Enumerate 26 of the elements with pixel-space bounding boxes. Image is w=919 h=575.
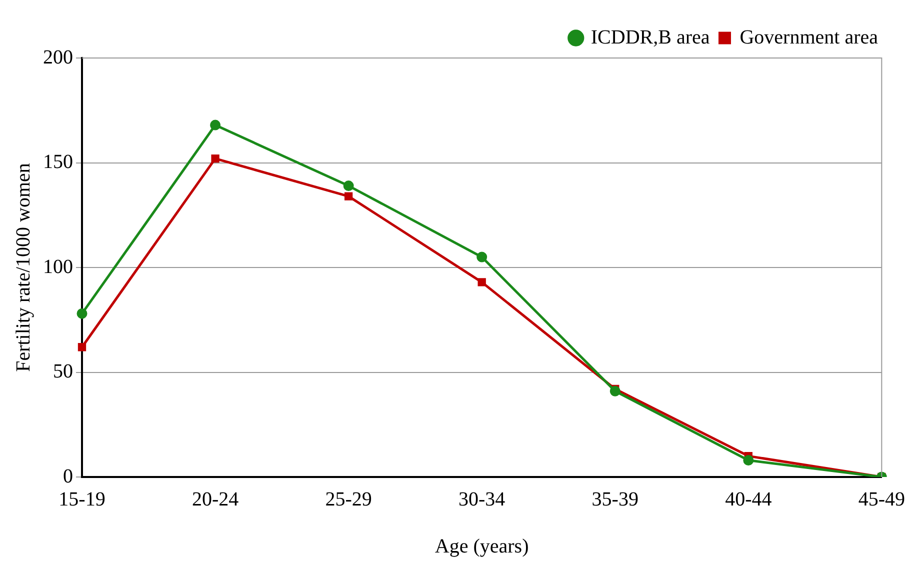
legend-label: ICDDR,B area	[590, 26, 710, 48]
y-tick-label: 100	[43, 256, 73, 278]
x-tick-label: 30-34	[458, 488, 506, 510]
y-tick-label: 150	[43, 151, 73, 173]
point	[211, 154, 220, 163]
x-tick-label: 15-19	[58, 488, 106, 510]
x-axis-title: Age (years)	[434, 535, 529, 558]
point	[78, 343, 86, 352]
x-tick-label: 40-44	[725, 488, 772, 510]
point	[344, 192, 353, 200]
x-tick-label: 35-39	[592, 488, 638, 510]
x-tick-label: 25-29	[325, 488, 372, 510]
y-tick-label: 0	[63, 465, 73, 488]
point	[478, 278, 486, 286]
y-tick-label: 50	[53, 360, 73, 382]
y-axis-title: Fertility rate/1000 women	[12, 163, 34, 372]
point	[476, 252, 488, 262]
point	[343, 180, 354, 192]
x-tick-label: 45-49	[858, 488, 906, 510]
x-tick-label: 20-24	[192, 488, 239, 510]
point	[743, 454, 754, 466]
legend-label: Government area	[740, 26, 878, 48]
y-tick-label: 200	[43, 46, 73, 68]
point	[610, 386, 620, 396]
point	[210, 120, 221, 130]
point	[76, 308, 88, 319]
